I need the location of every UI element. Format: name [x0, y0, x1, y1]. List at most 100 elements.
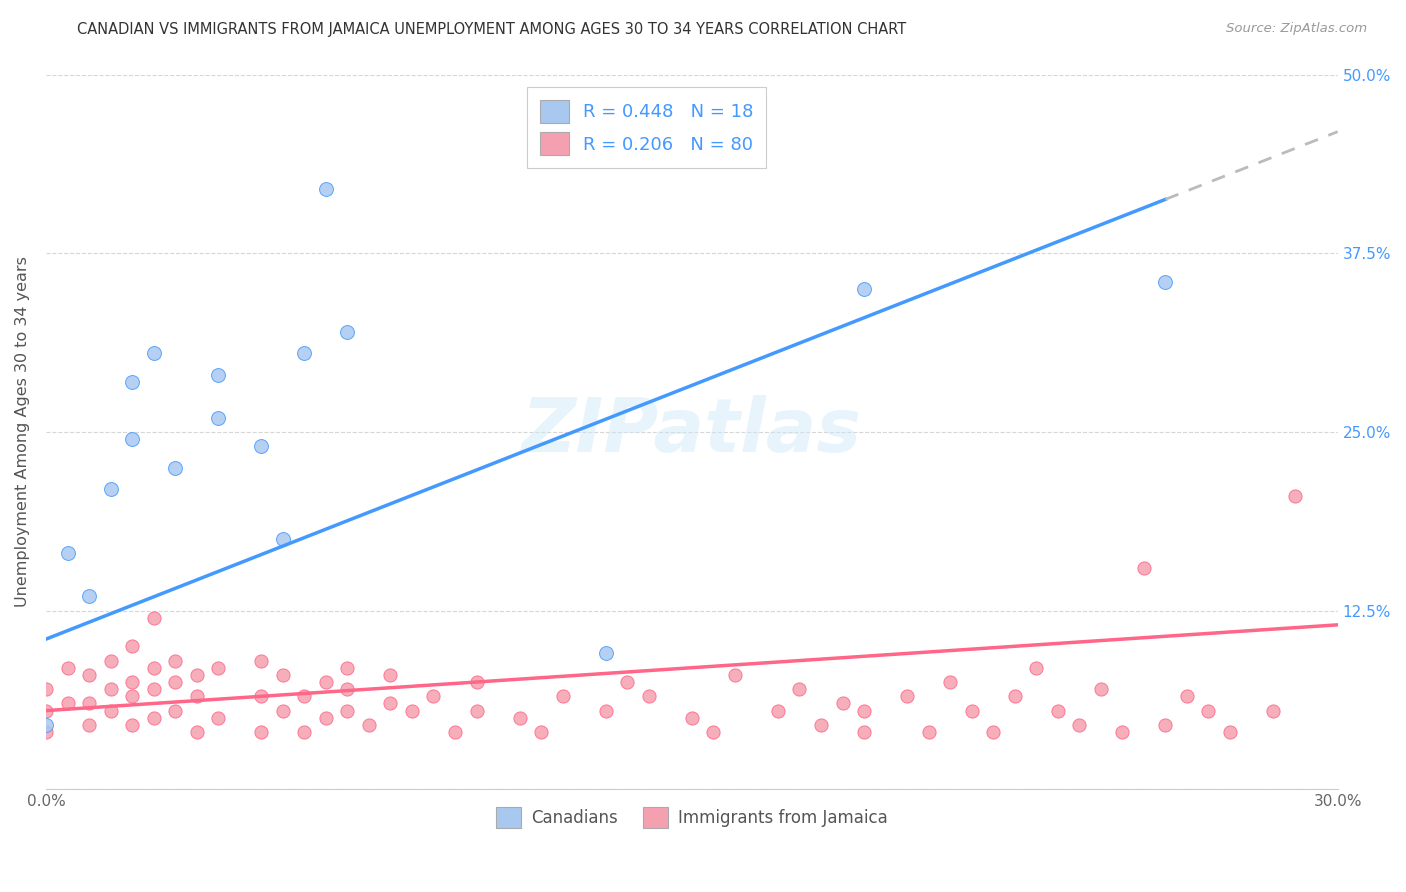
Point: [165, 460, 187, 475]
Point: [702, 725, 724, 739]
Point: [681, 711, 703, 725]
Point: [1284, 489, 1306, 503]
Point: [422, 690, 444, 704]
Point: [121, 375, 143, 389]
Point: [100, 654, 122, 668]
Point: [509, 711, 531, 725]
Point: [1111, 725, 1133, 739]
Point: [1004, 690, 1026, 704]
Point: [1198, 704, 1220, 718]
Point: [444, 725, 467, 739]
Point: [357, 718, 380, 732]
Point: [336, 704, 359, 718]
Point: [315, 711, 337, 725]
Point: [271, 704, 294, 718]
Point: [165, 654, 187, 668]
Point: [981, 725, 1004, 739]
Point: [917, 725, 939, 739]
Point: [1090, 682, 1112, 697]
Point: [186, 725, 208, 739]
Point: [336, 682, 359, 697]
Point: [960, 704, 983, 718]
Point: [896, 690, 918, 704]
Point: [142, 661, 165, 675]
Point: [530, 725, 553, 739]
Point: [121, 432, 143, 446]
Point: [853, 725, 876, 739]
Point: [380, 697, 402, 711]
Point: [810, 718, 832, 732]
Point: [766, 704, 789, 718]
Point: [142, 682, 165, 697]
Point: [465, 704, 488, 718]
Text: Source: ZipAtlas.com: Source: ZipAtlas.com: [1226, 22, 1367, 36]
Point: [1154, 275, 1177, 289]
Point: [637, 690, 659, 704]
Point: [551, 690, 574, 704]
Point: [315, 675, 337, 690]
Text: CANADIAN VS IMMIGRANTS FROM JAMAICA UNEMPLOYMENT AMONG AGES 30 TO 34 YEARS CORRE: CANADIAN VS IMMIGRANTS FROM JAMAICA UNEM…: [77, 22, 907, 37]
Point: [292, 690, 315, 704]
Point: [165, 675, 187, 690]
Point: [142, 610, 165, 624]
Point: [77, 718, 100, 732]
Point: [1219, 725, 1241, 739]
Point: [207, 661, 229, 675]
Point: [77, 589, 100, 603]
Point: [121, 690, 143, 704]
Point: [250, 439, 273, 453]
Point: [35, 725, 58, 739]
Text: ZIPatlas: ZIPatlas: [522, 395, 862, 468]
Point: [595, 704, 617, 718]
Point: [724, 668, 747, 682]
Point: [292, 346, 315, 360]
Legend: Canadians, Immigrants from Jamaica: Canadians, Immigrants from Jamaica: [489, 801, 894, 835]
Point: [336, 325, 359, 339]
Point: [207, 410, 229, 425]
Point: [250, 725, 273, 739]
Point: [315, 182, 337, 196]
Point: [100, 682, 122, 697]
Point: [831, 697, 853, 711]
Point: [207, 368, 229, 382]
Point: [186, 690, 208, 704]
Point: [142, 346, 165, 360]
Point: [77, 697, 100, 711]
Point: [853, 704, 876, 718]
Point: [250, 654, 273, 668]
Point: [121, 718, 143, 732]
Point: [1025, 661, 1047, 675]
Point: [1175, 690, 1198, 704]
Point: [186, 668, 208, 682]
Point: [56, 697, 79, 711]
Point: [271, 532, 294, 546]
Point: [853, 282, 876, 296]
Point: [121, 640, 143, 654]
Point: [207, 711, 229, 725]
Point: [1261, 704, 1284, 718]
Point: [100, 482, 122, 496]
Point: [77, 668, 100, 682]
Y-axis label: Unemployment Among Ages 30 to 34 years: Unemployment Among Ages 30 to 34 years: [15, 256, 30, 607]
Point: [465, 675, 488, 690]
Point: [56, 661, 79, 675]
Point: [789, 682, 811, 697]
Point: [1133, 560, 1156, 574]
Point: [336, 661, 359, 675]
Point: [292, 725, 315, 739]
Point: [35, 704, 58, 718]
Point: [250, 690, 273, 704]
Point: [616, 675, 638, 690]
Point: [142, 711, 165, 725]
Point: [1069, 718, 1091, 732]
Point: [595, 647, 617, 661]
Point: [165, 704, 187, 718]
Point: [380, 668, 402, 682]
Point: [939, 675, 962, 690]
Point: [56, 546, 79, 560]
Point: [1154, 718, 1177, 732]
Point: [35, 682, 58, 697]
Point: [121, 675, 143, 690]
Point: [100, 704, 122, 718]
Point: [271, 668, 294, 682]
